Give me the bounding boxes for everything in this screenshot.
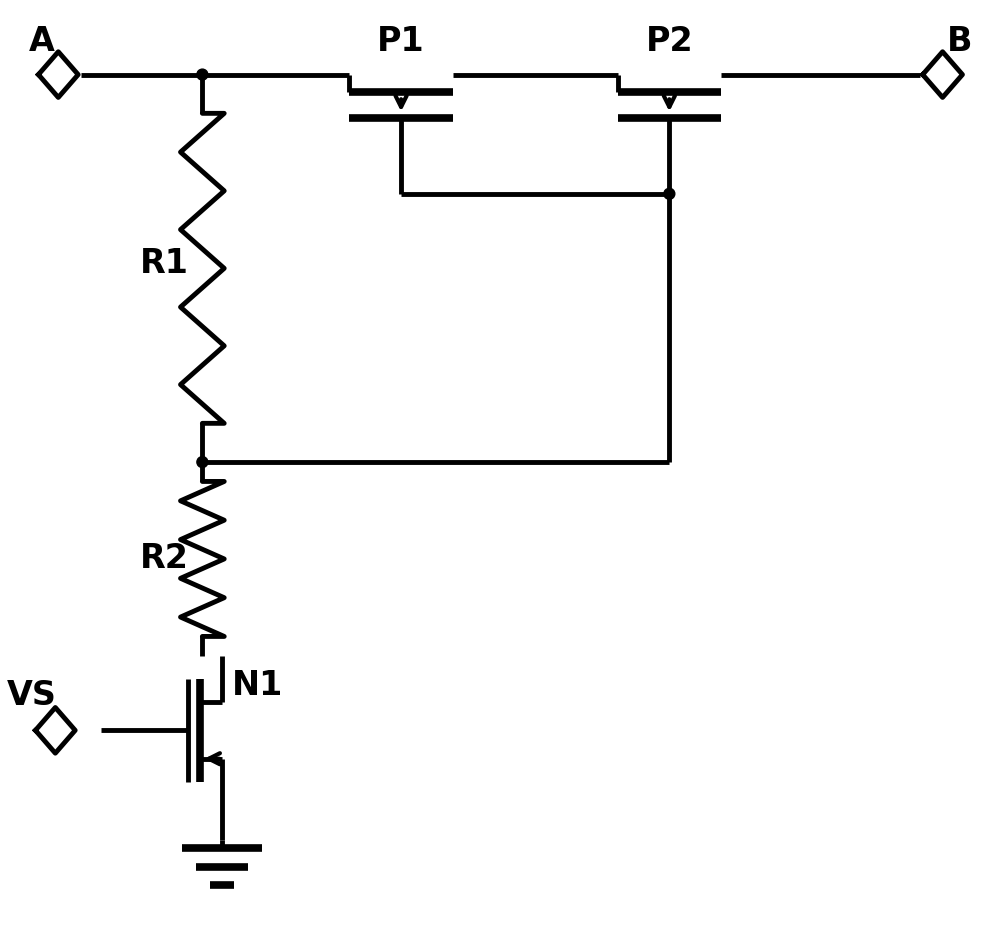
Text: N1: N1 (231, 670, 283, 702)
Circle shape (197, 456, 208, 468)
Text: P2: P2 (646, 26, 693, 59)
Text: R1: R1 (140, 247, 189, 280)
Circle shape (197, 69, 208, 80)
Text: B: B (947, 26, 972, 59)
Circle shape (664, 188, 675, 199)
Text: A: A (28, 26, 54, 59)
Text: VS: VS (7, 679, 56, 712)
Text: R2: R2 (140, 542, 189, 575)
Text: P1: P1 (377, 26, 425, 59)
